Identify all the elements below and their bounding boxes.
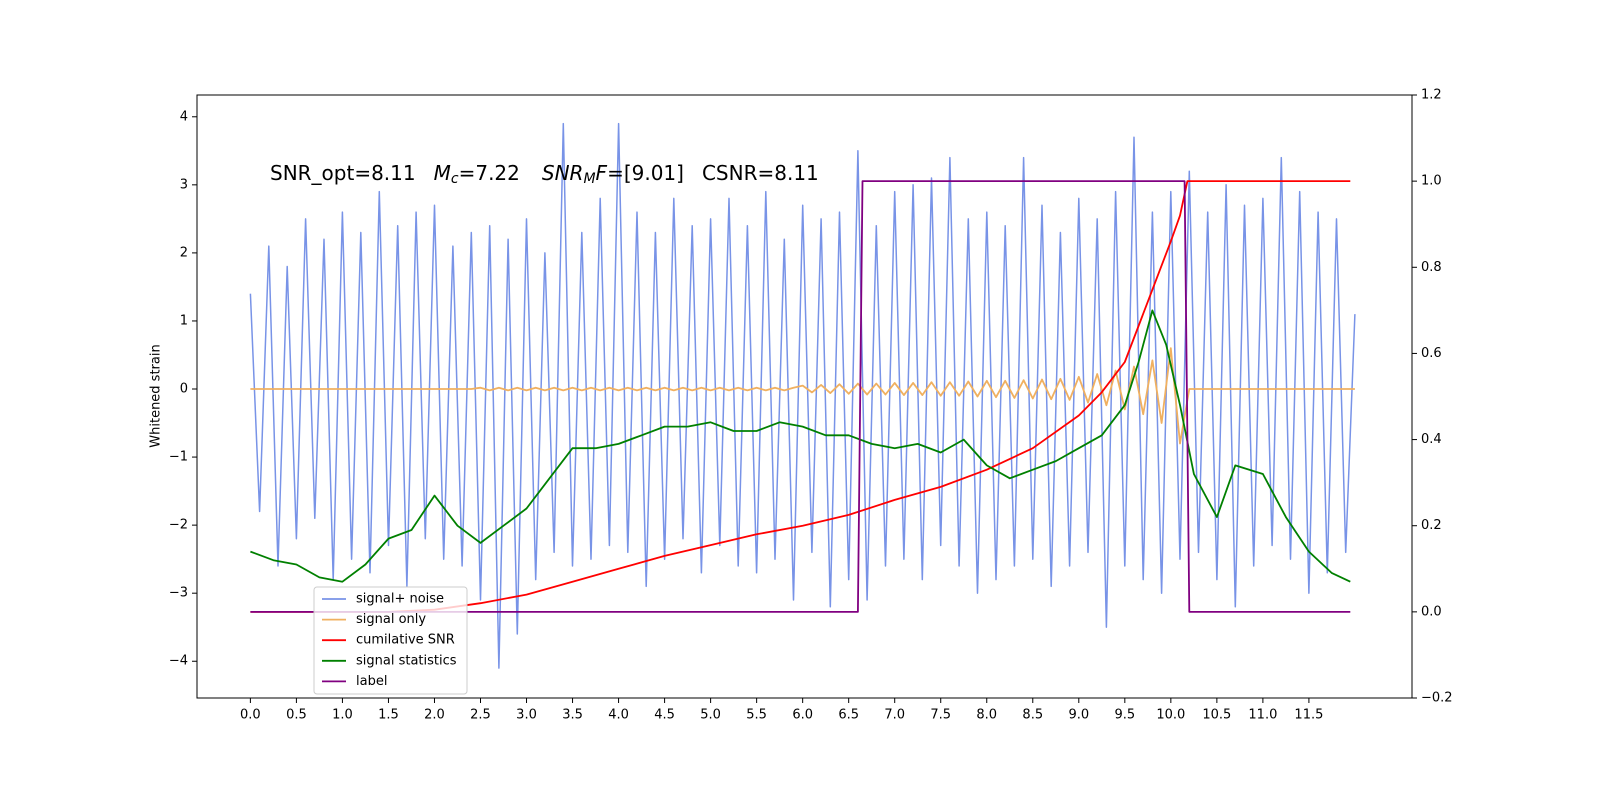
plot-frame: [196, 94, 1413, 699]
y-tick-label: −2: [169, 518, 188, 533]
x-tick-label: 5.0: [700, 708, 721, 723]
y2-tick-label: 0.6: [1421, 346, 1442, 361]
annotation-part: SNR: [542, 161, 584, 185]
x-tick-label: 6.0: [792, 708, 813, 723]
x-tick-label: 1.0: [332, 708, 353, 723]
annotation-part: =[9.01]: [607, 161, 684, 185]
x-tick-label: 10.5: [1202, 708, 1231, 723]
x-tick-label: 2.0: [424, 708, 445, 723]
y-tick-label: 2: [180, 245, 188, 260]
annotation-part: F: [596, 161, 608, 185]
x-tick-label: 9.5: [1114, 708, 1135, 723]
y-tick-label: 0: [180, 382, 188, 397]
x-tick-label: 1.5: [378, 708, 399, 723]
y2-tick-label: 0.0: [1421, 604, 1442, 619]
y-axis-label: Whitened strain: [149, 344, 164, 447]
y2-tick-label: −0.2: [1421, 691, 1453, 706]
y-tick-label: −3: [169, 586, 188, 601]
y2-tick-label: 1.2: [1421, 88, 1442, 103]
legend-box: [313, 586, 468, 695]
legend-label: label: [356, 674, 387, 689]
y2-tick-label: 0.2: [1421, 518, 1442, 533]
x-tick-label: 10.0: [1156, 708, 1185, 723]
x-tick-label: 11.0: [1248, 708, 1277, 723]
x-tick-label: 3.0: [516, 708, 537, 723]
x-tick-label: 4.0: [608, 708, 629, 723]
legend-label: signal statistics: [356, 653, 457, 668]
x-tick-label: 9.0: [1068, 708, 1089, 723]
annotation-part: c: [451, 171, 459, 187]
annotation: SNR_opt=8.11 Mc=7.22 SNRMF=[9.01] CSNR=8.11: [270, 161, 819, 188]
y-tick-label: 1: [180, 313, 188, 328]
series-line: [250, 309, 1351, 583]
series-line: [250, 180, 1351, 613]
series-line: [250, 347, 1355, 445]
annotation-part: =7.22: [459, 161, 520, 185]
annotation-part: SNR_opt=8.11: [270, 161, 416, 185]
x-tick-label: 0.5: [286, 708, 307, 723]
y2-tick-label: 0.8: [1421, 260, 1442, 275]
annotation-part: CSNR=8.11: [702, 161, 819, 185]
y-tick-label: −1: [169, 450, 188, 465]
x-tick-label: 11.5: [1294, 708, 1323, 723]
legend-label: cumilative SNR: [356, 633, 455, 648]
y2-tick-label: 0.4: [1421, 432, 1442, 447]
x-tick-label: 5.5: [746, 708, 767, 723]
y-tick-label: −4: [169, 654, 188, 669]
legend-label: signal+ noise: [356, 592, 444, 607]
x-tick-label: 6.5: [838, 708, 859, 723]
y2-tick-label: 1.0: [1421, 174, 1442, 189]
x-tick-label: 2.5: [470, 708, 491, 723]
legend-label: signal only: [356, 612, 426, 627]
series-line: [249, 122, 1356, 669]
x-tick-label: 7.5: [930, 708, 951, 723]
annotation-part: M: [434, 161, 451, 185]
x-tick-label: 7.0: [884, 708, 905, 723]
x-tick-label: 8.5: [1022, 708, 1043, 723]
x-tick-label: 8.0: [976, 708, 997, 723]
x-tick-label: 4.5: [654, 708, 675, 723]
series-line: [250, 180, 1351, 613]
x-tick-label: 3.5: [562, 708, 583, 723]
y-tick-label: 3: [180, 177, 188, 192]
y-tick-label: 4: [180, 109, 188, 124]
x-tick-label: 0.0: [240, 708, 261, 723]
annotation-part: M: [583, 171, 595, 187]
